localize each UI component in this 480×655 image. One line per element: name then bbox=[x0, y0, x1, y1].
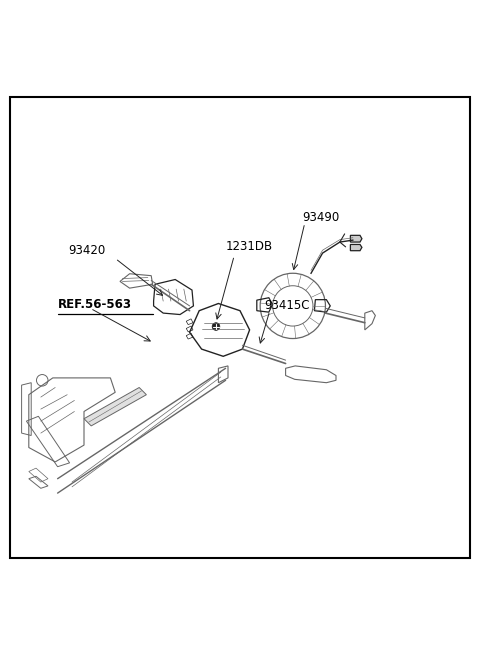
Circle shape bbox=[212, 323, 220, 330]
Text: 93420: 93420 bbox=[68, 244, 106, 257]
Text: 1231DB: 1231DB bbox=[226, 240, 273, 253]
Text: REF.56-563: REF.56-563 bbox=[58, 298, 132, 311]
Polygon shape bbox=[350, 244, 362, 251]
Polygon shape bbox=[84, 388, 146, 426]
Polygon shape bbox=[350, 235, 362, 242]
Text: 93490: 93490 bbox=[302, 211, 340, 223]
Text: 93415C: 93415C bbox=[264, 299, 310, 312]
